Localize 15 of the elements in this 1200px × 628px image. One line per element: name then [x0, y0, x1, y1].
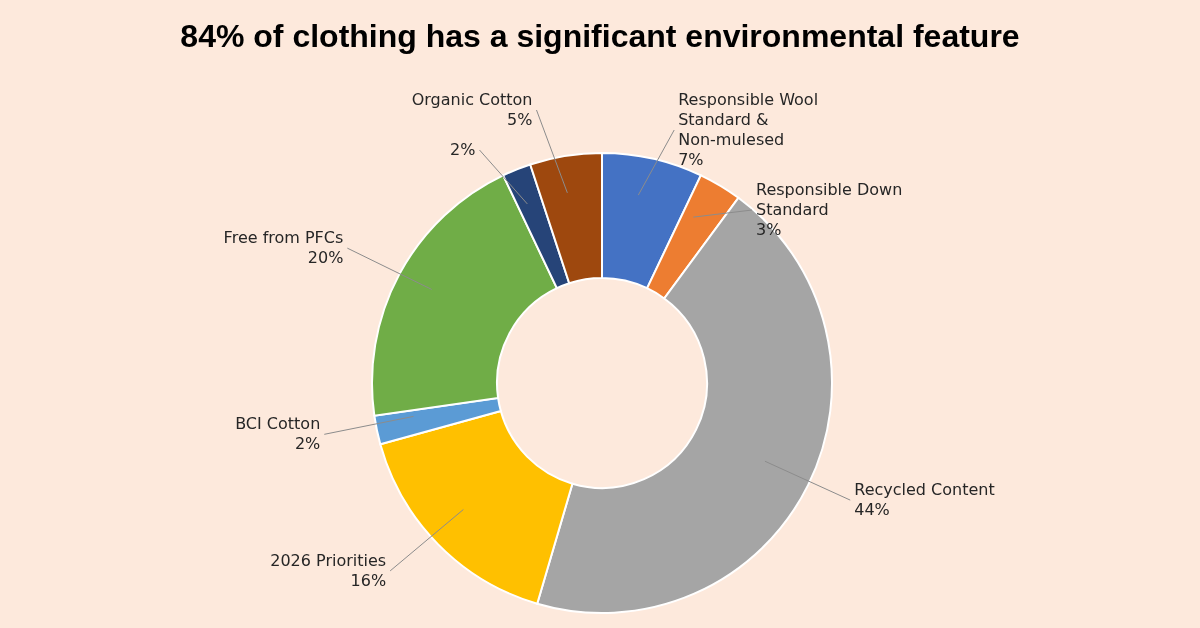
data-label: 2% [450, 139, 476, 159]
slice-label: BCI Cotton [235, 413, 321, 433]
data-label: 2% [294, 433, 321, 453]
data-label: 44% [854, 499, 890, 519]
slice-label: Responsible Down Standard [755, 179, 903, 219]
slice-label: Responsible Wool Standard & Non-mulesed [678, 89, 819, 149]
data-label: 16% [350, 570, 387, 590]
data-label: 7% [678, 149, 704, 169]
slice-label: Organic Cotton [411, 89, 533, 109]
slice-label: 2026 Priorities [270, 550, 387, 570]
chart-title: 84% of clothing has a significant environmental feature [179, 18, 1021, 55]
data-label: 20% [307, 247, 344, 267]
slice-label: Free from PFCs [223, 227, 344, 247]
data-label: 5% [507, 109, 533, 129]
slice-label: Recycled Content [854, 479, 995, 499]
